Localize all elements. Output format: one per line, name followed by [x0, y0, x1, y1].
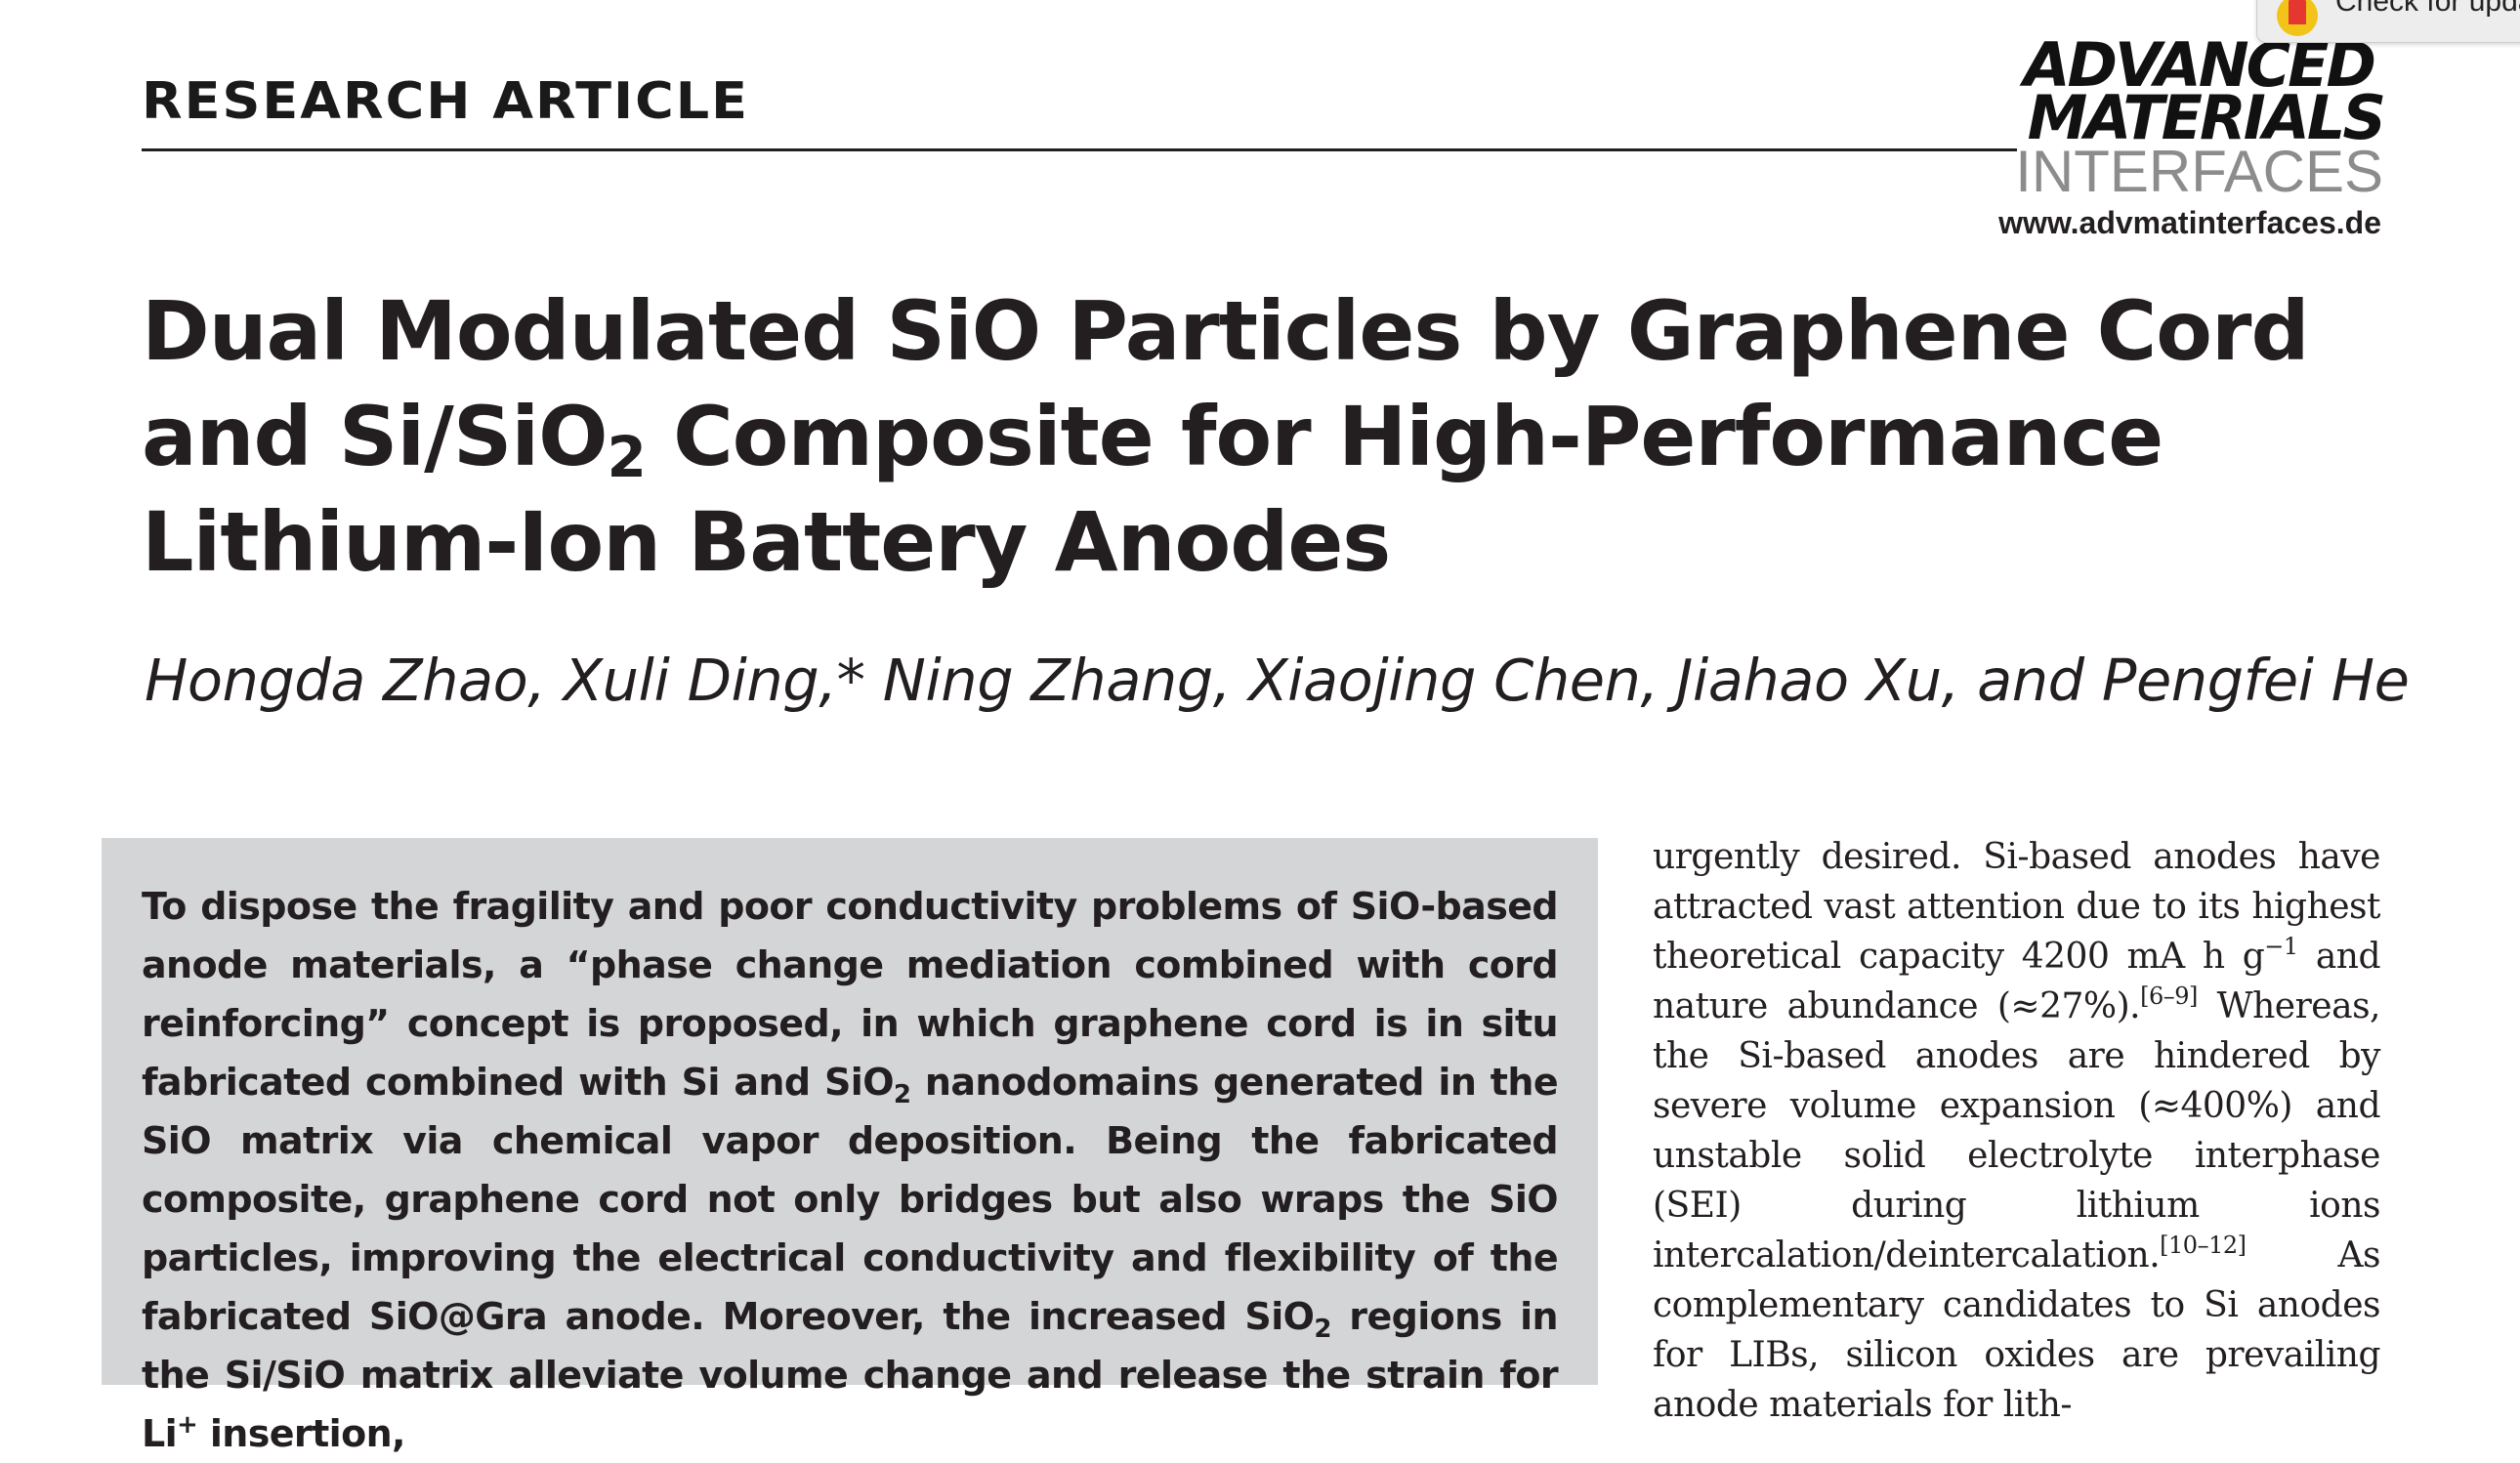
- abstract-sub2: 2: [1314, 1315, 1331, 1344]
- citation-ref-10-12[interactable]: [10–12]: [2160, 1232, 2247, 1259]
- journal-logo: ADVANCED MATERIALS INTERFACES: [2012, 29, 2386, 204]
- citation-ref-6-9[interactable]: [6–9]: [2140, 982, 2198, 1010]
- author-list: Hongda Zhao, Xuli Ding,* Ning Zhang, Xia…: [145, 647, 2410, 714]
- header-rule: [142, 148, 2017, 151]
- body-sup1: −1: [2264, 933, 2298, 960]
- abstract-part4: insertion,: [197, 1412, 406, 1455]
- abstract-part2: nanodomains generated in the SiO matrix …: [142, 1061, 1559, 1338]
- bookmark-icon: [2277, 0, 2318, 36]
- logo-line-materials: MATERIALS: [2027, 82, 2386, 153]
- title-subscript: 2: [607, 424, 647, 490]
- article-title: Dual Modulated SiO Particles by Graphene…: [142, 278, 2388, 595]
- logo-line-advanced: ADVANCED: [2023, 29, 2376, 101]
- title-text-part1: Dual Modulated SiO Particles by Graphene…: [142, 283, 2310, 484]
- abstract-part1: To dispose the fragility and poor conduc…: [142, 885, 1559, 1104]
- abstract-sup1: +: [177, 1410, 198, 1440]
- body-column-text: urgently desired. Si-based anodes have a…: [1653, 832, 2381, 1430]
- journal-url: www.advmatinterfaces.de: [1998, 205, 2381, 240]
- body-part1: urgently desired. Si-based anodes have a…: [1653, 837, 2381, 977]
- abstract-sub1: 2: [893, 1080, 911, 1109]
- abstract-text: To dispose the fragility and poor conduc…: [142, 877, 1559, 1463]
- body-part2: and nature abundance (≈27%).: [1653, 937, 2381, 1026]
- body-part3: Whereas, the Si-based anodes are hindere…: [1653, 986, 2381, 1275]
- section-label: RESEARCH ARTICLE: [142, 71, 750, 131]
- check-for-updates-button[interactable]: Check for updates: [2256, 0, 2520, 43]
- abstract-panel: [102, 838, 1598, 1385]
- check-for-updates-label: Check for updates: [2335, 0, 2520, 18]
- logo-line-interfaces: INTERFACES: [2015, 139, 2383, 204]
- title-text-part2: Composite for High-Performance Lithium-I…: [142, 389, 2163, 590]
